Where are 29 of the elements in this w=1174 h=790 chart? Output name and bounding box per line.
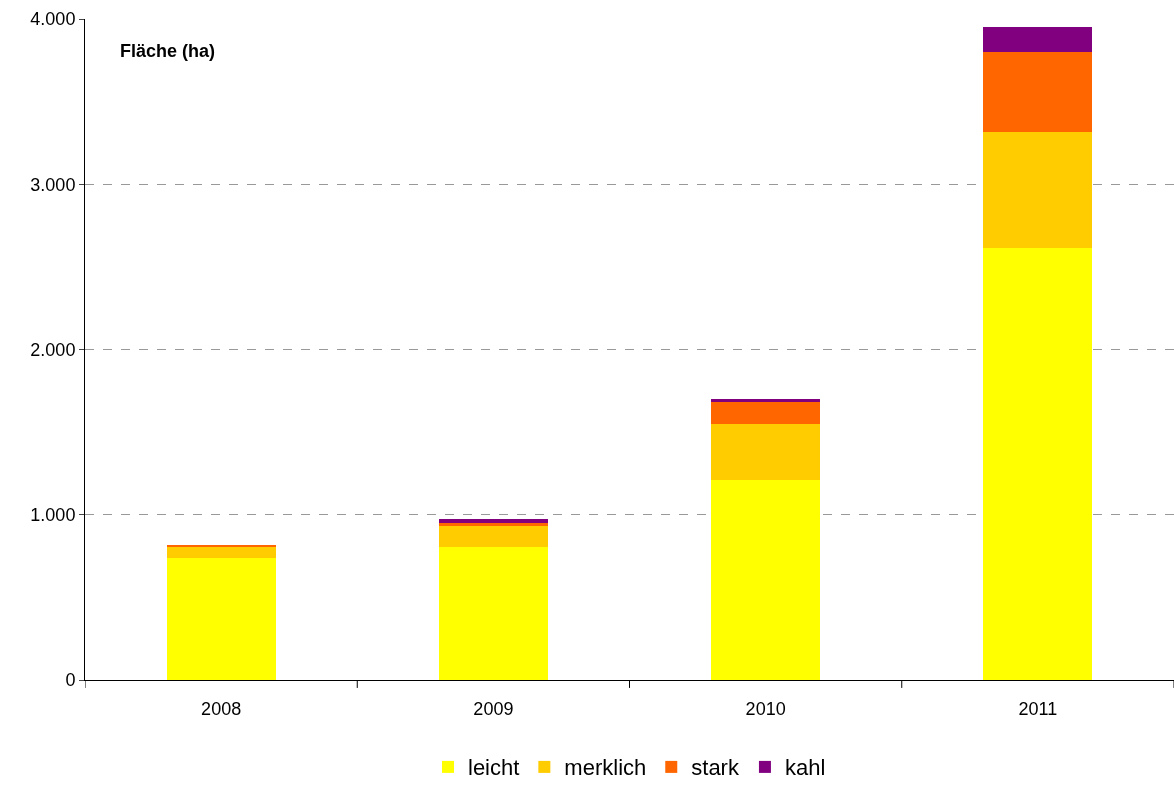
- y-tick-label: 3.000: [30, 174, 76, 195]
- bar: [438, 519, 548, 524]
- x-tick-label: 2009: [473, 698, 514, 719]
- legend-label: leicht: [468, 755, 520, 781]
- bar: [438, 546, 548, 680]
- bar: [983, 248, 1093, 680]
- bar: [711, 424, 821, 481]
- y-tick-label: 1.000: [30, 505, 76, 526]
- bar: [983, 52, 1093, 133]
- bar: [983, 132, 1093, 249]
- bar: [711, 401, 821, 425]
- x-tick-label: 2008: [201, 698, 242, 719]
- bar: [438, 525, 548, 547]
- bar: [983, 26, 1093, 53]
- bar: [438, 523, 548, 526]
- bar: [166, 544, 276, 547]
- y-axis-title: Fläche (ha): [120, 41, 216, 61]
- legend-label: stark: [691, 755, 740, 781]
- x-tick-label: 2011: [1018, 698, 1058, 719]
- bar: [711, 480, 821, 680]
- x-tick-label: 2010: [745, 698, 786, 719]
- legend-label: kahl: [784, 755, 826, 781]
- bar: [166, 558, 276, 680]
- bar: [711, 399, 821, 402]
- bar: [166, 546, 276, 559]
- y-tick-label: 0: [65, 670, 76, 691]
- y-tick-label: 2.000: [30, 339, 76, 360]
- legend-label: merklich: [564, 755, 647, 781]
- y-tick-label: 4.000: [30, 9, 76, 30]
